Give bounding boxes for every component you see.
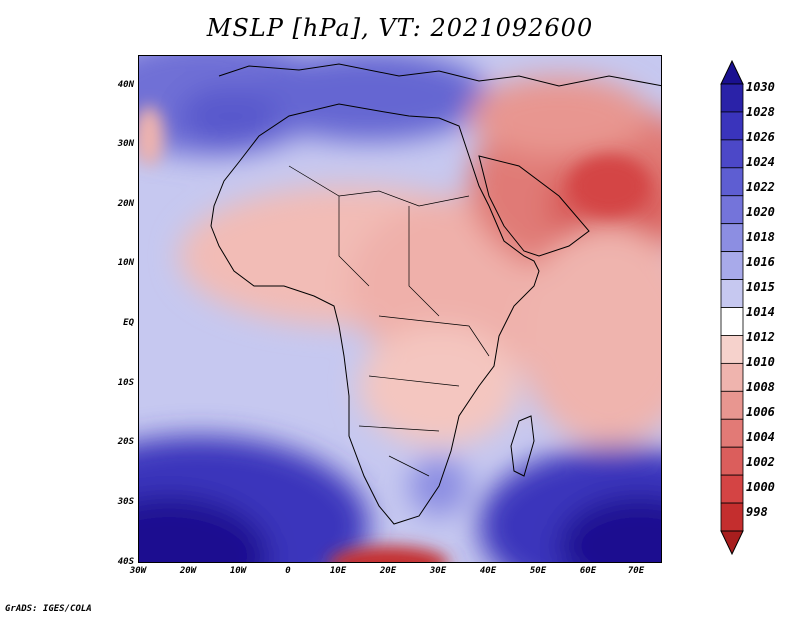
lat-tick: 20S xyxy=(117,437,134,447)
lon-tick: 10E xyxy=(329,566,347,576)
lon-tick: 20E xyxy=(379,566,397,576)
colorbar-label: 1024 xyxy=(746,155,775,169)
colorbar-legend xyxy=(720,60,744,555)
lon-tick: 0 xyxy=(285,566,291,576)
mslp-map xyxy=(138,55,662,563)
colorbar-segment xyxy=(720,446,744,476)
colorbar-segment xyxy=(720,502,744,532)
lat-tick: 40S xyxy=(117,557,134,567)
colorbar-label: 1008 xyxy=(746,380,775,394)
colorbar-label: 1018 xyxy=(746,230,775,244)
colorbar-segment xyxy=(720,418,744,448)
lon-tick: 30E xyxy=(429,566,447,576)
colorbar-segment xyxy=(720,335,744,364)
lon-tick: 70E xyxy=(627,566,645,576)
lon-tick: 10W xyxy=(229,566,247,576)
lon-tick: 60E xyxy=(579,566,597,576)
colorbar-label: 1028 xyxy=(746,105,775,119)
pressure-field xyxy=(139,56,661,562)
colorbar-segment xyxy=(720,83,744,113)
colorbar-segment xyxy=(720,307,744,336)
colorbar-bottom-arrow xyxy=(720,530,744,555)
lat-tick: 10N xyxy=(117,258,134,268)
colorbar-segment xyxy=(720,390,744,420)
colorbar-label: 1000 xyxy=(746,480,775,494)
lon-tick: 50E xyxy=(529,566,547,576)
colorbar-segment xyxy=(720,111,744,141)
colorbar-label: 1004 xyxy=(746,430,775,444)
colorbar-label: 1020 xyxy=(746,205,775,219)
colorbar-segment xyxy=(720,223,744,253)
lat-tick: 10S xyxy=(117,378,134,388)
colorbar-label: 1015 xyxy=(746,280,775,294)
lat-tick: 30N xyxy=(117,139,134,149)
lat-tick: 40N xyxy=(117,80,134,90)
lon-tick: 30W xyxy=(129,566,147,576)
colorbar-segment xyxy=(720,251,744,280)
colorbar-label: 1030 xyxy=(746,80,775,94)
colorbar-label: 1016 xyxy=(746,255,775,269)
lat-tick: EQ xyxy=(123,318,134,328)
colorbar-segment xyxy=(720,279,744,308)
chart-title: MSLP [hPa], VT: 2021092600 xyxy=(206,14,594,42)
colorbar-label: 1022 xyxy=(746,180,775,194)
lat-tick: 20N xyxy=(117,199,134,209)
credit-text: GrADS: IGES/COLA xyxy=(5,604,92,614)
colorbar-label: 1006 xyxy=(746,405,775,419)
colorbar-segment xyxy=(720,474,744,504)
colorbar-label: 1012 xyxy=(746,330,775,344)
colorbar-top-arrow xyxy=(720,60,744,85)
lat-tick: 30S xyxy=(117,497,134,507)
colorbar-label: 1010 xyxy=(746,355,775,369)
lon-tick: 20W xyxy=(179,566,197,576)
colorbar-label: 1026 xyxy=(746,130,775,144)
colorbar-label: 998 xyxy=(746,505,768,519)
colorbar-segment xyxy=(720,195,744,225)
colorbar-label: 1014 xyxy=(746,305,775,319)
lon-tick: 40E xyxy=(479,566,497,576)
colorbar-segment xyxy=(720,362,744,392)
colorbar-segment xyxy=(720,167,744,197)
colorbar-segment xyxy=(720,139,744,169)
colorbar-label: 1002 xyxy=(746,455,775,469)
